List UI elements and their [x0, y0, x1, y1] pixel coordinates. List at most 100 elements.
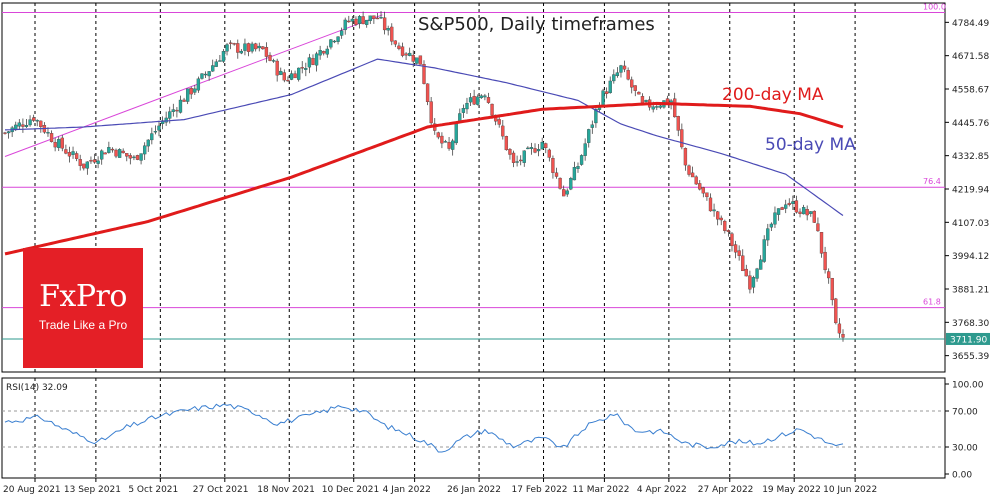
- y-tick-label: 3768.30: [952, 319, 989, 329]
- x-tick-label: 10 Dec 2021: [322, 485, 380, 495]
- candle-down: [254, 43, 258, 50]
- candle-up: [565, 190, 569, 195]
- candle-up: [96, 160, 100, 164]
- candle-down: [436, 132, 440, 138]
- candle-down: [128, 155, 132, 159]
- candle-up: [587, 129, 591, 143]
- candle-down: [673, 98, 677, 118]
- ma-50-label: 50-day MA: [765, 135, 856, 155]
- candle-down: [630, 79, 634, 88]
- candle-up: [332, 40, 337, 43]
- candle-down: [805, 209, 809, 216]
- candle-up: [755, 268, 759, 279]
- ma-200-line: [4, 101, 844, 256]
- last-price-badge: [946, 332, 990, 345]
- candle-down: [67, 152, 72, 157]
- y-tick-label: 4671.58: [952, 52, 989, 62]
- candle-up: [644, 100, 648, 102]
- candle-up: [386, 28, 390, 31]
- candle-down: [497, 119, 501, 125]
- candle-down: [504, 136, 509, 151]
- y-tick-label: 4107.03: [952, 219, 989, 229]
- y-tick-label: 3994.12: [952, 252, 989, 262]
- candle-up: [100, 150, 104, 160]
- candle-down: [425, 83, 430, 103]
- candle-down: [787, 202, 791, 205]
- candle-down: [375, 17, 380, 20]
- candle-down: [744, 268, 748, 277]
- candle-down: [189, 87, 193, 95]
- candle-down: [544, 143, 548, 149]
- candle-down: [92, 159, 97, 163]
- candle-up: [526, 147, 530, 150]
- candle-down: [554, 172, 559, 177]
- candle-down: [393, 40, 398, 45]
- rsi-tick-label: 0.00: [952, 471, 972, 481]
- candle-down: [261, 46, 265, 50]
- candle-up: [608, 80, 612, 94]
- candle-up: [365, 19, 369, 25]
- x-tick-label: 27 Apr 2022: [698, 485, 754, 495]
- candle-down: [49, 133, 54, 143]
- candle-up: [343, 19, 347, 31]
- candle-up: [24, 125, 29, 127]
- candle-up: [454, 122, 458, 144]
- candle-up: [766, 228, 770, 241]
- candle-down: [837, 323, 842, 334]
- candle-up: [35, 120, 39, 122]
- rsi-tick-label: 70.00: [952, 408, 978, 418]
- candle-up: [762, 239, 766, 262]
- candle-down: [490, 103, 494, 116]
- candle-up: [257, 45, 261, 49]
- candle-up: [85, 161, 90, 169]
- rsi-pane-frame: [1, 377, 946, 479]
- x-tick-label: 4 Jan 2022: [383, 485, 431, 495]
- candle-down: [780, 207, 784, 210]
- candle-down: [397, 45, 401, 49]
- candle-down: [812, 210, 817, 223]
- candle-down: [830, 277, 834, 301]
- candle-down: [687, 165, 691, 175]
- candle-down: [690, 172, 695, 178]
- candle-up: [465, 102, 469, 110]
- candle-up: [225, 44, 229, 52]
- candle-up: [307, 57, 312, 68]
- candle-down: [293, 73, 297, 79]
- candle-up: [28, 119, 32, 126]
- candle-down: [382, 17, 387, 31]
- fxpro-logo: FxPro Trade Like a Pro: [23, 248, 143, 368]
- candle-up: [153, 131, 158, 133]
- candle-up: [57, 139, 61, 148]
- candle-down: [275, 60, 279, 76]
- candle-up: [107, 147, 111, 153]
- candle-up: [515, 161, 519, 163]
- ma-200-label: 200-day MA: [722, 85, 824, 105]
- candle-down: [547, 149, 551, 158]
- candle-up: [576, 166, 580, 169]
- candle-down: [637, 91, 641, 95]
- candle-up: [218, 60, 222, 62]
- candle-down: [827, 271, 831, 279]
- candle-up: [769, 223, 774, 228]
- candle-down: [74, 153, 79, 159]
- candle-up: [415, 57, 419, 64]
- candle-up: [536, 149, 541, 152]
- candle-down: [282, 72, 286, 81]
- candle-up: [289, 73, 294, 80]
- candle-up: [758, 259, 763, 270]
- x-tick-label: 5 Oct 2021: [128, 485, 178, 495]
- candle-up: [583, 143, 587, 156]
- candle-up: [655, 106, 659, 108]
- candle-down: [798, 211, 802, 214]
- candle-down: [676, 116, 680, 131]
- candle-down: [705, 192, 709, 198]
- candle-up: [250, 43, 254, 52]
- x-tick-label: 11 Mar 2022: [572, 485, 629, 495]
- candle-up: [318, 50, 322, 56]
- candle-up: [612, 74, 616, 82]
- candle-up: [164, 117, 168, 123]
- candle-down: [558, 177, 562, 189]
- candle-up: [540, 141, 544, 150]
- candle-up: [200, 73, 204, 79]
- candle-up: [357, 16, 362, 24]
